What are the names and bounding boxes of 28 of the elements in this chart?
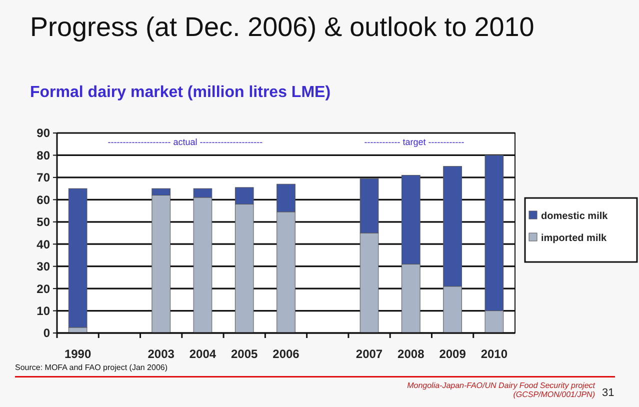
x-tick-label: 2010 bbox=[480, 347, 508, 361]
annotation: --------------------- actual --------------------- bbox=[108, 137, 263, 147]
y-tick-label: 60 bbox=[36, 192, 50, 207]
x-tick-label: 2003 bbox=[148, 347, 175, 361]
y-tick-label: 80 bbox=[36, 148, 50, 162]
y-tick-label: 70 bbox=[36, 170, 50, 185]
text: Mongolia-Japan-FAO/UN Dairy Food Security project (GCSP/MON/001/JPN) bbox=[407, 381, 596, 399]
source-note: Source: MOFA and FAO project (Jan 2006) bbox=[15, 363, 168, 372]
annotation: ------------ target ------------ bbox=[364, 137, 464, 147]
y-tick-label: 30 bbox=[36, 260, 50, 274]
y-tick-label: 10 bbox=[36, 304, 50, 318]
y-tick-label: 20 bbox=[36, 282, 50, 296]
x-tick-label: 2005 bbox=[231, 347, 258, 361]
x-tick-label: 2009 bbox=[439, 347, 466, 361]
legend-label: imported milk bbox=[541, 233, 608, 244]
chart-title: Progress (at Dec. 2006) & outlook to 2010 bbox=[30, 12, 534, 42]
x-tick-label: 2004 bbox=[189, 347, 216, 361]
x-tick-label: 2006 bbox=[272, 347, 300, 361]
y-tick-label: 50 bbox=[36, 215, 50, 230]
x-tick-label: 1990 bbox=[64, 347, 92, 361]
text: 31 bbox=[602, 387, 614, 399]
x-tick-label: 2007 bbox=[356, 347, 383, 361]
legend-label: domestic milk bbox=[541, 211, 608, 222]
y-tick-label: 0 bbox=[43, 326, 50, 340]
y-tick-label: 40 bbox=[36, 237, 50, 252]
chart-subtitle: Formal dairy market (million litres LME) bbox=[30, 84, 331, 101]
x-tick-label: 2008 bbox=[398, 347, 425, 361]
y-tick-label: 90 bbox=[36, 126, 50, 140]
